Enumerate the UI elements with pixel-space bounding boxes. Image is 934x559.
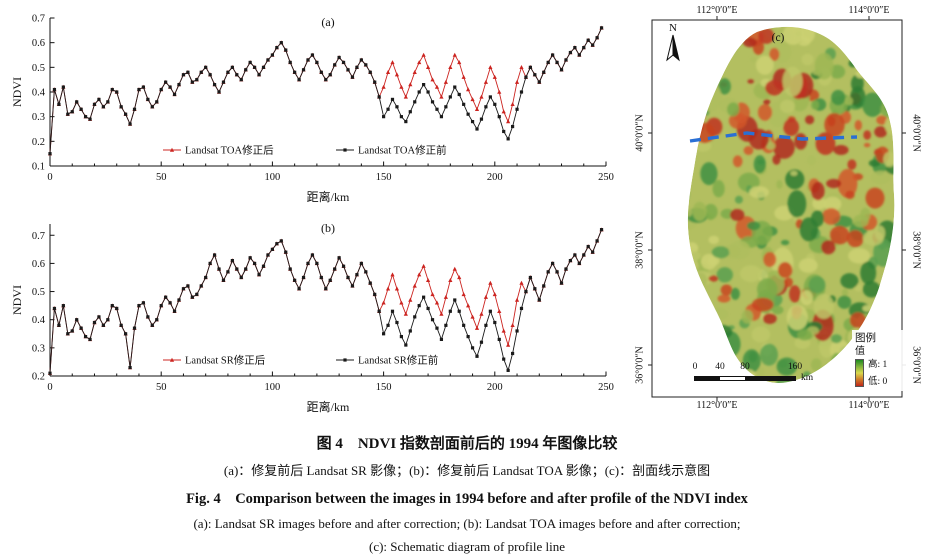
chart-legend: Landsat TOA修正后 Landsat TOA修正前 xyxy=(163,144,447,157)
svg-text:0.4: 0.4 xyxy=(32,315,46,326)
svg-text:50: 50 xyxy=(156,382,167,393)
caption-cn-sub: (a)：修复前后 Landsat SR 影像；(b)：修复前后 Landsat … xyxy=(223,463,711,478)
svg-text:0: 0 xyxy=(47,382,52,393)
svg-text:距离/km: 距离/km xyxy=(307,189,350,204)
svg-text:100: 100 xyxy=(265,172,281,183)
legend-colorbar xyxy=(855,359,864,387)
coord-top-112e: 112°0′0″E xyxy=(696,5,738,16)
svg-text:0.3: 0.3 xyxy=(32,343,45,354)
figure-caption: 图 4 NDVI 指数剖面前后的 1994 年图像比较 (a)：修复前后 Lan… xyxy=(0,430,934,555)
chart-a-svg: 0.1 0.2 0.3 0.4 0.5 0.6 0.7 0 50 100 150 200 250 距离/k… xyxy=(10,14,614,205)
chart-b-svg: 0.2 0.3 0.4 0.5 0.6 0.7 0 50 100 150 200 250 距离/km ND… xyxy=(10,221,614,414)
svg-text:250: 250 xyxy=(598,382,614,393)
svg-text:0.6: 0.6 xyxy=(32,38,45,49)
map-panel-c: 112°0′0″E 114°0′0″E 112°0′0″E 114°0′0″E … xyxy=(628,2,930,428)
series-triangle xyxy=(47,227,604,375)
scalebar-unit: km xyxy=(801,373,814,383)
svg-text:(b): (b) xyxy=(321,221,335,235)
coord-left-40n: 40°0′0″N xyxy=(634,114,646,152)
coord-right-40n: 40°0′0″N xyxy=(910,114,922,152)
series-square xyxy=(48,26,604,156)
scalebar-bar xyxy=(694,375,796,381)
svg-text:0.7: 0.7 xyxy=(32,14,45,25)
chart-b: 0.2 0.3 0.4 0.5 0.6 0.7 0 50 100 150 200 250 距离/km ND… xyxy=(4,210,620,416)
north-arrow: N xyxy=(662,22,684,67)
svg-text:0.7: 0.7 xyxy=(32,231,45,242)
svg-text:0.6: 0.6 xyxy=(32,259,45,270)
map-scalebar: 0 40 80 160 km xyxy=(692,362,824,383)
map-frame xyxy=(651,19,903,398)
caption-cn-title: 图 4 NDVI 指数剖面前后的 1994 年图像比较 xyxy=(316,436,618,452)
legend-title: 图例 xyxy=(855,333,876,344)
svg-text:100: 100 xyxy=(265,382,281,393)
map-frame-ticks xyxy=(648,16,906,401)
coord-bottom-114e: 114°0′0″E xyxy=(848,400,890,411)
svg-text:0.3: 0.3 xyxy=(32,112,45,123)
svg-text:150: 150 xyxy=(376,382,392,393)
svg-text:NDVI: NDVI xyxy=(10,77,24,107)
legend-low-label: 低: 0 xyxy=(868,377,888,387)
caption-en-title: Fig. 4 Comparison between the images in … xyxy=(186,491,748,507)
coord-right-36n: 36°0′0″N xyxy=(910,346,922,384)
svg-text:Landsat TOA修正后: Landsat TOA修正后 xyxy=(185,144,274,157)
caption-en-sub2: (c): Schematic diagram of profile line xyxy=(368,539,565,554)
svg-text:0: 0 xyxy=(47,172,52,183)
chart-legend: Landsat SR修正后 Landsat SR修正前 xyxy=(163,354,438,367)
svg-text:距离/km: 距离/km xyxy=(307,399,350,414)
north-arrow-icon xyxy=(666,34,680,62)
caption-en-sub1: (a): Landsat SR images before and after … xyxy=(193,516,741,531)
profile-line xyxy=(689,131,858,143)
series-square xyxy=(48,228,604,375)
svg-text:150: 150 xyxy=(376,172,392,183)
svg-text:Landsat SR修正前: Landsat SR修正前 xyxy=(358,354,438,367)
north-label: N xyxy=(669,22,677,34)
svg-text:0.1: 0.1 xyxy=(32,162,45,173)
scalebar-ticks: 0 40 80 160 xyxy=(692,362,803,372)
svg-text:NDVI: NDVI xyxy=(10,285,24,315)
svg-text:0.5: 0.5 xyxy=(32,287,45,298)
svg-text:(a): (a) xyxy=(321,15,334,29)
svg-text:0.5: 0.5 xyxy=(32,63,45,74)
svg-text:200: 200 xyxy=(487,172,503,183)
svg-text:200: 200 xyxy=(487,382,503,393)
svg-text:50: 50 xyxy=(156,172,167,183)
map-panel-label: (c) xyxy=(771,32,785,44)
legend-high-label: 高: 1 xyxy=(868,360,888,370)
coord-right-38n: 38°0′0″N xyxy=(910,231,922,269)
coord-left-36n: 36°0′0″N xyxy=(634,346,646,384)
coord-top-114e: 114°0′0″E xyxy=(848,5,890,16)
svg-text:0.4: 0.4 xyxy=(32,88,46,99)
svg-text:0.2: 0.2 xyxy=(32,137,45,148)
svg-text:250: 250 xyxy=(598,172,614,183)
map-legend: 图例 值 高: 1 低: 0 xyxy=(852,330,906,391)
svg-text:Landsat TOA修正前: Landsat TOA修正前 xyxy=(358,144,447,157)
coord-bottom-112e: 112°0′0″E xyxy=(696,400,738,411)
legend-value-label: 值 xyxy=(855,346,865,357)
coord-left-38n: 38°0′0″N xyxy=(634,231,646,269)
svg-text:Landsat SR修正后: Landsat SR修正后 xyxy=(185,354,265,367)
chart-a: 0.1 0.2 0.3 0.4 0.5 0.6 0.7 0 50 100 150 200 250 距离/k… xyxy=(4,4,620,206)
svg-text:0.2: 0.2 xyxy=(32,372,45,383)
